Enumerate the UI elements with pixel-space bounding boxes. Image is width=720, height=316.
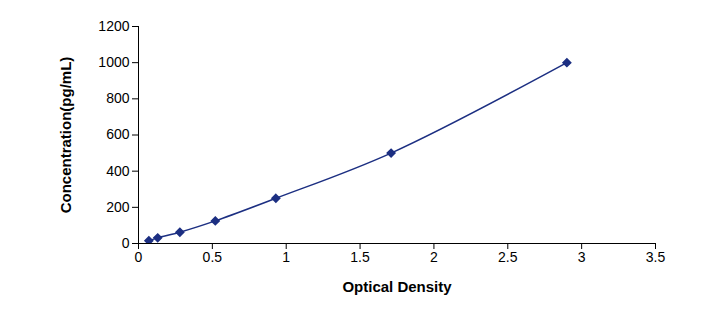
- svg-text:200: 200: [106, 199, 130, 215]
- svg-text:600: 600: [106, 126, 130, 142]
- svg-text:1.5: 1.5: [350, 249, 370, 265]
- svg-text:Concentration(pg/mL): Concentration(pg/mL): [57, 57, 74, 214]
- svg-text:800: 800: [106, 90, 130, 106]
- svg-text:3.5: 3.5: [646, 249, 666, 265]
- svg-text:0: 0: [135, 249, 143, 265]
- svg-text:0.5: 0.5: [203, 249, 223, 265]
- svg-text:2: 2: [430, 249, 438, 265]
- svg-text:1000: 1000: [98, 54, 129, 70]
- svg-text:3: 3: [578, 249, 586, 265]
- svg-text:1: 1: [282, 249, 290, 265]
- svg-text:Optical Density: Optical Density: [342, 278, 452, 295]
- svg-text:2.5: 2.5: [498, 249, 518, 265]
- svg-text:0: 0: [122, 235, 130, 251]
- svg-text:400: 400: [106, 163, 130, 179]
- svg-text:1200: 1200: [98, 18, 129, 34]
